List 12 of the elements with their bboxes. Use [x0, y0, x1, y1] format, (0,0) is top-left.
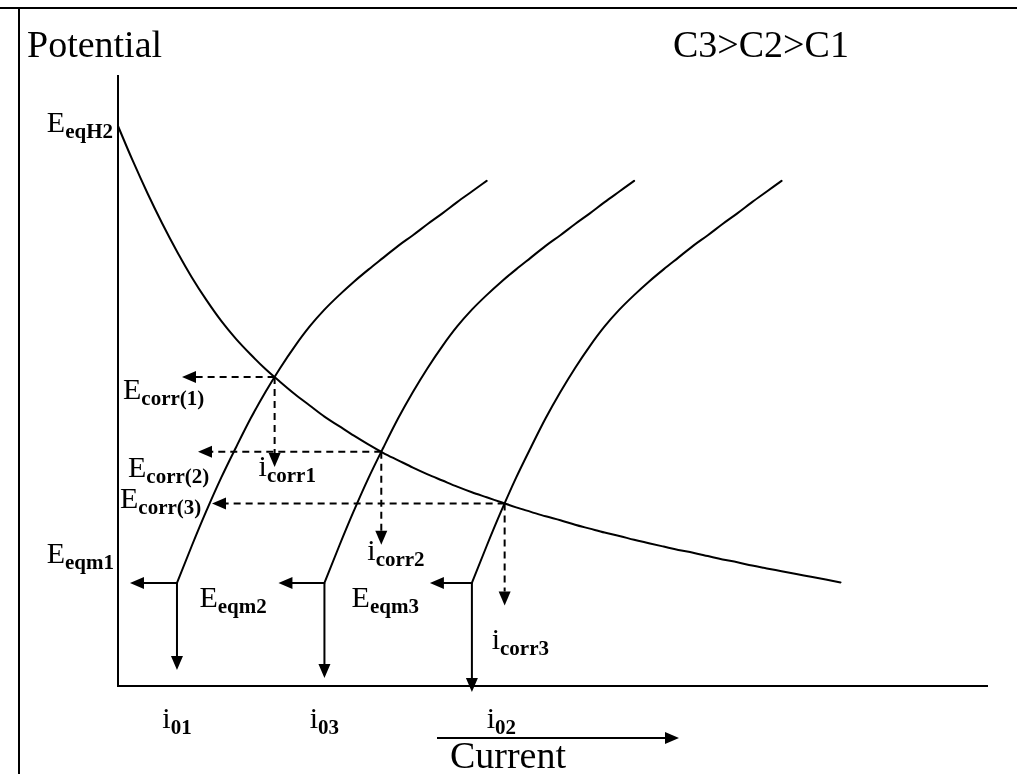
y-axis-title: Potential [27, 23, 163, 65]
annotation: i$_{corr3}$ [491, 622, 549, 661]
x-tick-label: i$_{01}$ [162, 701, 192, 739]
text: E$_{eqH2}$ [46, 105, 113, 143]
text: C3>C2>C1 [673, 23, 849, 65]
annotation: E$_{corr(1)}$ [123, 372, 205, 411]
annotation: E$_{eqm3}$ [351, 579, 419, 618]
text: E$_{eqm1}$ [46, 535, 114, 574]
annotation: i$_{corr1}$ [258, 449, 316, 488]
annotation: E$_{eqm2}$ [199, 579, 267, 618]
annotation: i$_{corr2}$ [367, 532, 425, 571]
x-tick-label: i$_{03}$ [309, 701, 340, 739]
